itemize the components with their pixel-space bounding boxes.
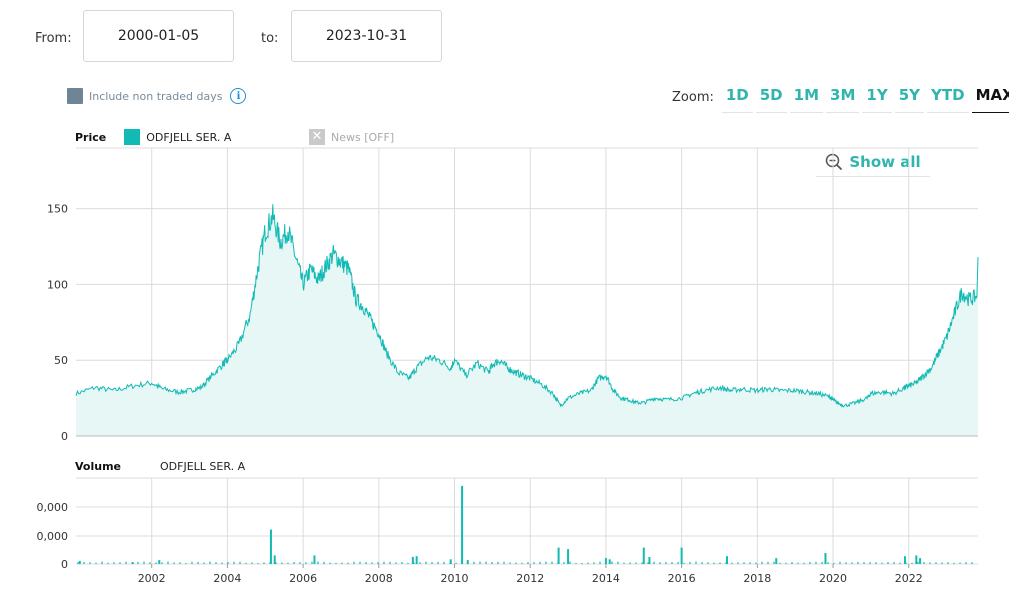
x-tick-label: 2018: [743, 572, 771, 585]
x-tick-label: 2002: [138, 572, 166, 585]
zoom-label: Zoom:: [672, 90, 714, 105]
to-date-input[interactable]: 2023-10-31: [291, 10, 442, 62]
price-series-name[interactable]: ODFJELL SER. A: [146, 130, 232, 144]
x-tick-label: 2022: [895, 572, 923, 585]
zoom-out-icon: [826, 153, 843, 171]
series-swatch[interactable]: [124, 129, 141, 145]
zoom-3m-button[interactable]: 3M: [826, 86, 860, 113]
price-panel-label: Price: [75, 130, 107, 144]
x-tick-label: 2014: [592, 572, 620, 585]
x-tick-label: 2020: [819, 572, 847, 585]
from-label: From:: [35, 31, 72, 46]
price-area-fill: [76, 204, 978, 436]
price-y-tick-label: 150: [47, 203, 68, 216]
x-tick-label: 2016: [668, 572, 696, 585]
price-y-tick-label: 0: [61, 430, 68, 443]
price-y-tick-label: 50: [54, 354, 68, 367]
zoom-1y-button[interactable]: 1Y: [862, 86, 892, 113]
x-tick-label: 2006: [289, 572, 317, 585]
volume-y-tick-label: 0,000: [37, 501, 69, 514]
price-series-line: [75, 204, 979, 408]
zoom-5d-button[interactable]: 5D: [755, 86, 787, 113]
show-all-label: Show all: [849, 153, 921, 171]
include-non-traded-option[interactable]: Include non traded days i: [67, 88, 247, 104]
news-off-icon: ✕: [309, 129, 325, 145]
news-label: News [OFF]: [331, 130, 395, 144]
zoom-5y-button[interactable]: 5Y: [894, 86, 925, 113]
price-y-tick-label: 100: [47, 278, 68, 291]
volume-y-tick-label: 0,000: [37, 530, 69, 543]
to-label: to:: [261, 31, 279, 46]
volume-series-name: ODFJELL SER. A: [160, 460, 246, 473]
price-legend: Price ODFJELL SER. A: [75, 129, 231, 145]
volume-panel-label: Volume: [75, 460, 121, 473]
x-tick-label: 2004: [213, 572, 241, 585]
zoom-ytd-button[interactable]: YTD: [927, 86, 969, 113]
zoom-1d-button[interactable]: 1D: [721, 86, 753, 113]
show-all-button[interactable]: Show all: [816, 148, 930, 177]
zoom-1m-button[interactable]: 1M: [789, 86, 824, 113]
zoom-max-button[interactable]: MAX: [971, 86, 1009, 113]
x-tick-label: 2008: [365, 572, 393, 585]
x-tick-label: 2012: [516, 572, 544, 585]
volume-y-tick-label: 0: [61, 558, 68, 571]
info-icon[interactable]: i: [230, 88, 247, 104]
x-tick-label: 2010: [441, 572, 469, 585]
volume-legend: Volume ODFJELL SER. A: [75, 460, 245, 473]
include-non-traded-checkbox[interactable]: [67, 88, 83, 104]
news-toggle[interactable]: ✕ News [OFF]: [309, 129, 394, 145]
include-non-traded-label: Include non traded days: [89, 89, 223, 103]
from-date-input[interactable]: 2000-01-05: [83, 10, 234, 62]
zoom-controls: Zoom: 1D 5D 1M 3M 1Y 5Y YTD MAX: [672, 86, 1009, 113]
